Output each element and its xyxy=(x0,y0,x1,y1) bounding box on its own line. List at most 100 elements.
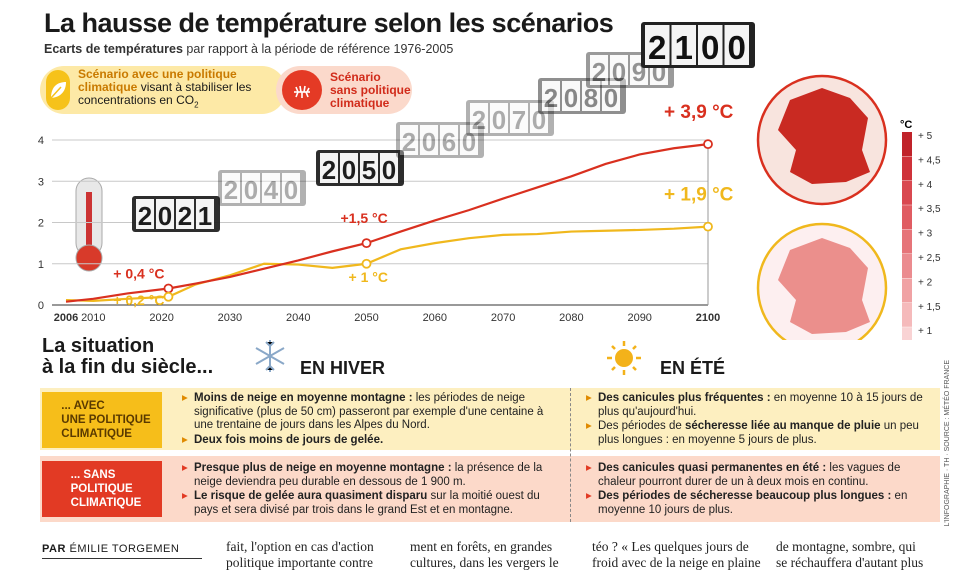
scale-swatch xyxy=(902,278,912,303)
scale-swatch xyxy=(902,327,912,340)
y-tick-label: 1 xyxy=(38,259,44,271)
scale-label: + 3 xyxy=(918,229,933,240)
dead-plant-icon xyxy=(282,70,322,110)
annotation-point xyxy=(163,291,174,302)
scale-label: + 4 xyxy=(918,180,933,191)
y-tick-label: 0 xyxy=(38,300,44,312)
annotation-label: + 1 °C xyxy=(349,269,388,285)
annotation-label: + 0,2 °C xyxy=(113,292,164,308)
scale-label: + 2,5 xyxy=(918,253,941,264)
scale-swatch xyxy=(902,254,912,278)
x-tick-label: 2070 xyxy=(491,312,515,324)
counter-digit: 2 xyxy=(402,129,416,157)
legend-policy: Scénario avec une politique climatique v… xyxy=(40,66,286,114)
page-title: La hausse de température selon les scéna… xyxy=(44,8,614,38)
counter-digit: 1 xyxy=(198,203,212,231)
counter-digit: 2 xyxy=(322,157,336,185)
x-tick-label: 2050 xyxy=(354,312,378,324)
tag-nopolicy: ... SANS POLITIQUE CLIMATIQUE xyxy=(42,461,162,517)
x-tick-label: 2090 xyxy=(627,312,651,324)
scale-swatch xyxy=(902,205,912,230)
counter-digit: 7 xyxy=(512,107,526,135)
counter-digit: 0 xyxy=(158,203,172,231)
scale-swatch xyxy=(902,180,912,205)
counter-digit: 2 xyxy=(544,85,558,113)
scale-label: + 4,5 xyxy=(918,155,941,166)
counter-digit: 0 xyxy=(728,30,746,67)
sun-icon xyxy=(602,338,646,383)
annotation-point xyxy=(703,139,713,150)
x-tick-label: 2006 xyxy=(54,312,78,324)
scale-swatch xyxy=(902,132,912,156)
counter-digit: 0 xyxy=(701,30,719,67)
annotation-point xyxy=(703,221,713,232)
france-map-nopolicy xyxy=(756,74,888,206)
scale-label: + 1 xyxy=(918,326,933,337)
y-tick-label: 2 xyxy=(38,218,44,230)
y-tick-label: 4 xyxy=(38,135,44,147)
policy-winter-cell: Moins de neige en moyenne montagne : les… xyxy=(182,392,560,448)
counter-digit: 5 xyxy=(362,157,376,185)
counter-digit: 2 xyxy=(592,59,606,87)
counter-digit: 0 xyxy=(564,85,578,113)
y-tick-label: 3 xyxy=(38,176,44,188)
legend-nopolicy: Scénario sans politique climatique xyxy=(276,66,412,114)
byline: PAR ÉMILIE TORGEMEN xyxy=(42,543,180,555)
column-divider xyxy=(570,388,571,522)
thermometer-icon xyxy=(75,177,103,272)
annotation-label: +1,5 °C xyxy=(341,210,388,226)
tag-policy: ... AVEC UNE POLITIQUE CLIMATIQUE xyxy=(42,392,162,448)
annotation-point xyxy=(361,238,372,249)
legend-nopolicy-text: Scénario sans politique climatique xyxy=(330,69,411,110)
x-tick-label: 2020 xyxy=(149,312,173,324)
leaf-icon xyxy=(46,70,70,110)
credit: L'INFOGRAPHIE · TH · SOURCE : MÉTÉO FRAN… xyxy=(944,360,951,527)
x-tick-label: 2060 xyxy=(423,312,447,324)
legend-policy-text: Scénario avec une politique climatique v… xyxy=(78,67,252,110)
counter-digit: 2 xyxy=(648,30,666,67)
x-tick-label: 2010 xyxy=(81,312,105,324)
byline-rule xyxy=(42,558,202,559)
article-col-3: téo ? « Les quelques jours de froid avec … xyxy=(592,539,761,570)
counter-digit: 2 xyxy=(178,203,192,231)
x-tick-label: 2080 xyxy=(559,312,583,324)
counter-digit: 4 xyxy=(264,177,279,205)
nopolicy-winter-cell: Presque plus de neige en moyenne montagn… xyxy=(182,462,560,518)
counter-digit: 0 xyxy=(462,129,476,157)
counter-digit: 0 xyxy=(492,107,506,135)
scale-swatch xyxy=(902,229,912,254)
counter-digit: 0 xyxy=(284,177,298,205)
counter-digit: 0 xyxy=(612,59,626,87)
policy-summer-cell: Des canicules plus fréquentes : en moyen… xyxy=(586,392,926,448)
scale-unit: °C xyxy=(900,119,912,131)
x-tick-label: 2040 xyxy=(286,312,310,324)
scale-label: + 3,5 xyxy=(918,204,941,215)
counter-digit: 8 xyxy=(584,85,598,113)
summer-heading: EN ÉTÉ xyxy=(660,358,726,378)
scale-label: + 5 xyxy=(918,131,933,142)
snowflake-icon xyxy=(250,336,290,381)
x-tick-label: 2030 xyxy=(218,312,242,324)
annotation-label: + 1,9 °C xyxy=(664,185,734,206)
annotation-point xyxy=(163,283,174,294)
france-map-policy xyxy=(756,222,888,340)
subtitle: Ecarts de températures par rapport à la … xyxy=(44,42,453,56)
counter-digit: 0 xyxy=(422,129,436,157)
article-col-2: ment en forêts, en grandes cultures, dans… xyxy=(410,539,559,570)
article-col-4: de montagne, sombre, qui se réchauffera d… xyxy=(776,539,924,570)
situation-title: La situation à la fin du siècle... xyxy=(42,335,214,378)
scale-swatch xyxy=(902,302,912,327)
annotation-point xyxy=(361,258,372,269)
counter-digit: 0 xyxy=(244,177,258,205)
counter-digit: 1 xyxy=(675,30,693,67)
scale-label: + 2 xyxy=(918,277,933,288)
counter-digit: 2 xyxy=(224,177,238,205)
